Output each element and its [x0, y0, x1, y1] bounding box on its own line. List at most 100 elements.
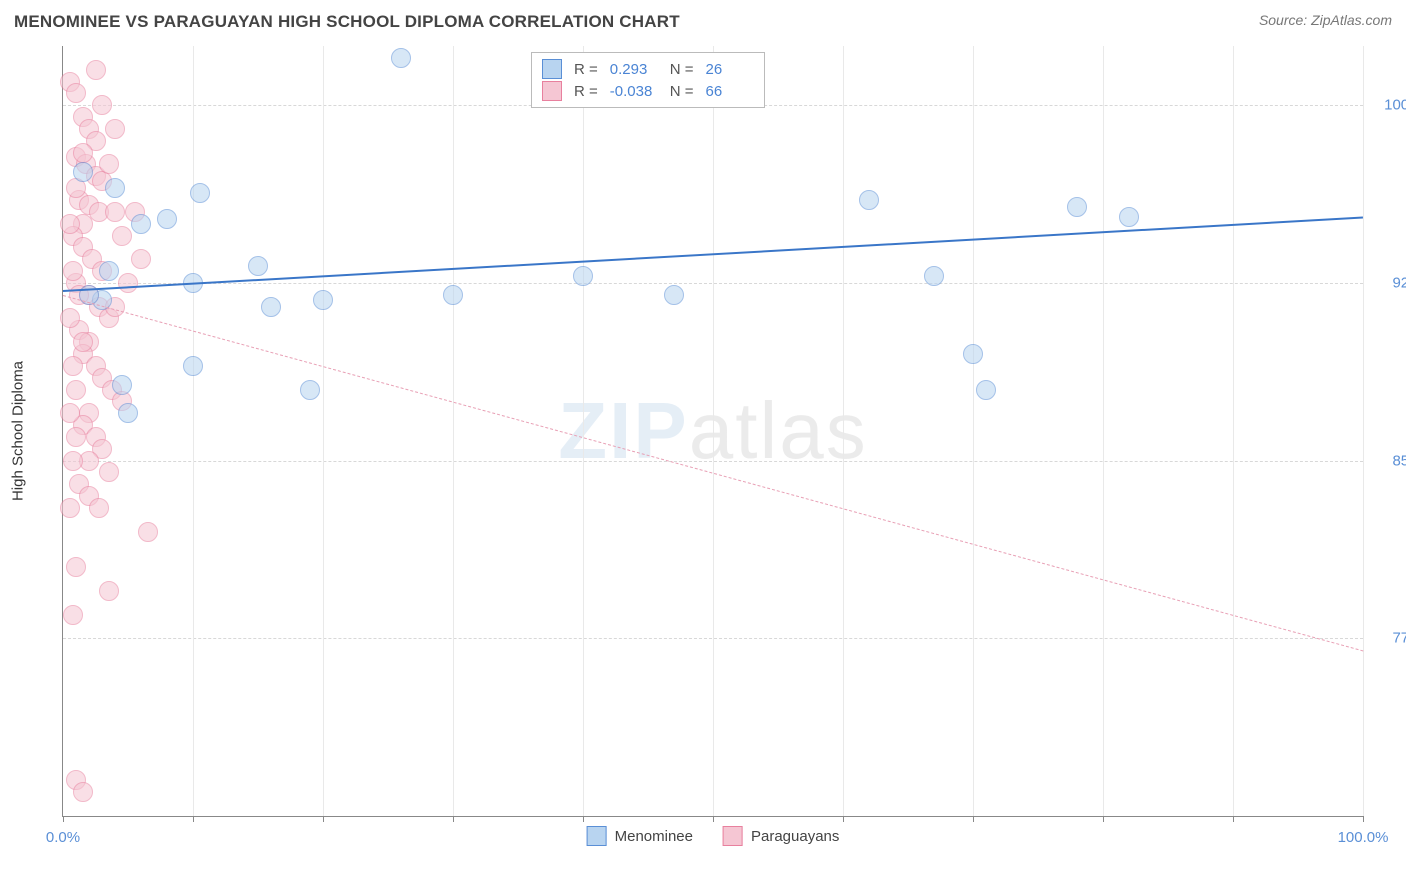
data-point: [963, 344, 983, 364]
x-tick-mark: [193, 816, 194, 822]
data-point: [66, 427, 86, 447]
data-point: [443, 285, 463, 305]
stats-legend-row: R = -0.038 N = 66: [542, 80, 754, 102]
stat-n-label: N =: [670, 61, 694, 78]
data-point: [112, 375, 132, 395]
data-point: [63, 451, 83, 471]
data-point: [313, 290, 333, 310]
data-point: [1119, 207, 1139, 227]
gridline-v: [1233, 46, 1234, 816]
data-point: [89, 498, 109, 518]
data-point: [924, 266, 944, 286]
gridline-v: [1103, 46, 1104, 816]
data-point: [664, 285, 684, 305]
data-point: [86, 60, 106, 80]
data-point: [391, 48, 411, 68]
scatter-plot: ZIPatlas 77.5%85.0%92.5%100.0%0.0%100.0%…: [62, 46, 1363, 817]
data-point: [183, 356, 203, 376]
gridline-v: [453, 46, 454, 816]
gridline-v: [323, 46, 324, 816]
series-legend-item: Menominee: [587, 826, 693, 846]
x-tick-mark: [713, 816, 714, 822]
stat-r-label: R =: [574, 83, 598, 100]
data-point: [105, 202, 125, 222]
x-tick-mark: [453, 816, 454, 822]
gridline-v: [843, 46, 844, 816]
data-point: [105, 119, 125, 139]
data-point: [157, 209, 177, 229]
legend-swatch: [723, 826, 743, 846]
data-point: [99, 462, 119, 482]
series-legend-label: Menominee: [615, 828, 693, 845]
data-point: [60, 308, 80, 328]
stats-legend-row: R = 0.293 N = 26: [542, 58, 754, 80]
legend-swatch: [542, 81, 562, 101]
data-point: [60, 214, 80, 234]
x-tick-mark: [323, 816, 324, 822]
data-point: [99, 581, 119, 601]
data-point: [73, 782, 93, 802]
series-legend-label: Paraguayans: [751, 828, 839, 845]
data-point: [1067, 197, 1087, 217]
data-point: [976, 380, 996, 400]
data-point: [60, 403, 80, 423]
stats-legend: R = 0.293 N = 26 R = -0.038 N = 66: [531, 52, 765, 108]
data-point: [73, 332, 93, 352]
data-point: [261, 297, 281, 317]
data-point: [118, 403, 138, 423]
data-point: [66, 557, 86, 577]
data-point: [300, 380, 320, 400]
y-tick-label: 77.5%: [1371, 630, 1406, 647]
data-point: [190, 183, 210, 203]
series-legend: Menominee Paraguayans: [587, 826, 840, 846]
data-point: [248, 256, 268, 276]
series-legend-item: Paraguayans: [723, 826, 839, 846]
data-point: [63, 605, 83, 625]
x-tick-mark: [1233, 816, 1234, 822]
legend-swatch: [542, 59, 562, 79]
data-point: [573, 266, 593, 286]
x-tick-mark: [583, 816, 584, 822]
gridline-v: [713, 46, 714, 816]
data-point: [92, 95, 112, 115]
data-point: [63, 356, 83, 376]
stat-n-label: N =: [670, 83, 694, 100]
data-point: [131, 214, 151, 234]
source-label: Source: ZipAtlas.com: [1259, 12, 1392, 28]
stat-n-value: 66: [706, 83, 754, 100]
x-tick-mark: [843, 816, 844, 822]
data-point: [60, 498, 80, 518]
gridline-v: [1363, 46, 1364, 816]
y-tick-label: 100.0%: [1371, 97, 1406, 114]
data-point: [118, 273, 138, 293]
data-point: [99, 261, 119, 281]
data-point: [66, 380, 86, 400]
data-point: [105, 178, 125, 198]
data-point: [99, 154, 119, 174]
chart-title: MENOMINEE VS PARAGUAYAN HIGH SCHOOL DIPL…: [14, 12, 680, 31]
x-tick-label: 100.0%: [1338, 829, 1389, 846]
data-point: [131, 249, 151, 269]
data-point: [73, 143, 93, 163]
gridline-v: [973, 46, 974, 816]
x-tick-mark: [1103, 816, 1104, 822]
y-tick-label: 92.5%: [1371, 274, 1406, 291]
x-tick-mark: [1363, 816, 1364, 822]
stat-r-value: 0.293: [610, 61, 658, 78]
data-point: [66, 83, 86, 103]
data-point: [859, 190, 879, 210]
gridline-v: [583, 46, 584, 816]
x-tick-mark: [973, 816, 974, 822]
gridline-v: [193, 46, 194, 816]
x-tick-mark: [63, 816, 64, 822]
data-point: [73, 162, 93, 182]
stat-n-value: 26: [706, 61, 754, 78]
data-point: [63, 261, 83, 281]
stat-r-label: R =: [574, 61, 598, 78]
x-tick-label: 0.0%: [46, 829, 80, 846]
data-point: [112, 226, 132, 246]
stat-r-value: -0.038: [610, 83, 658, 100]
data-point: [138, 522, 158, 542]
y-axis-label: High School Diploma: [10, 361, 27, 501]
legend-swatch: [587, 826, 607, 846]
